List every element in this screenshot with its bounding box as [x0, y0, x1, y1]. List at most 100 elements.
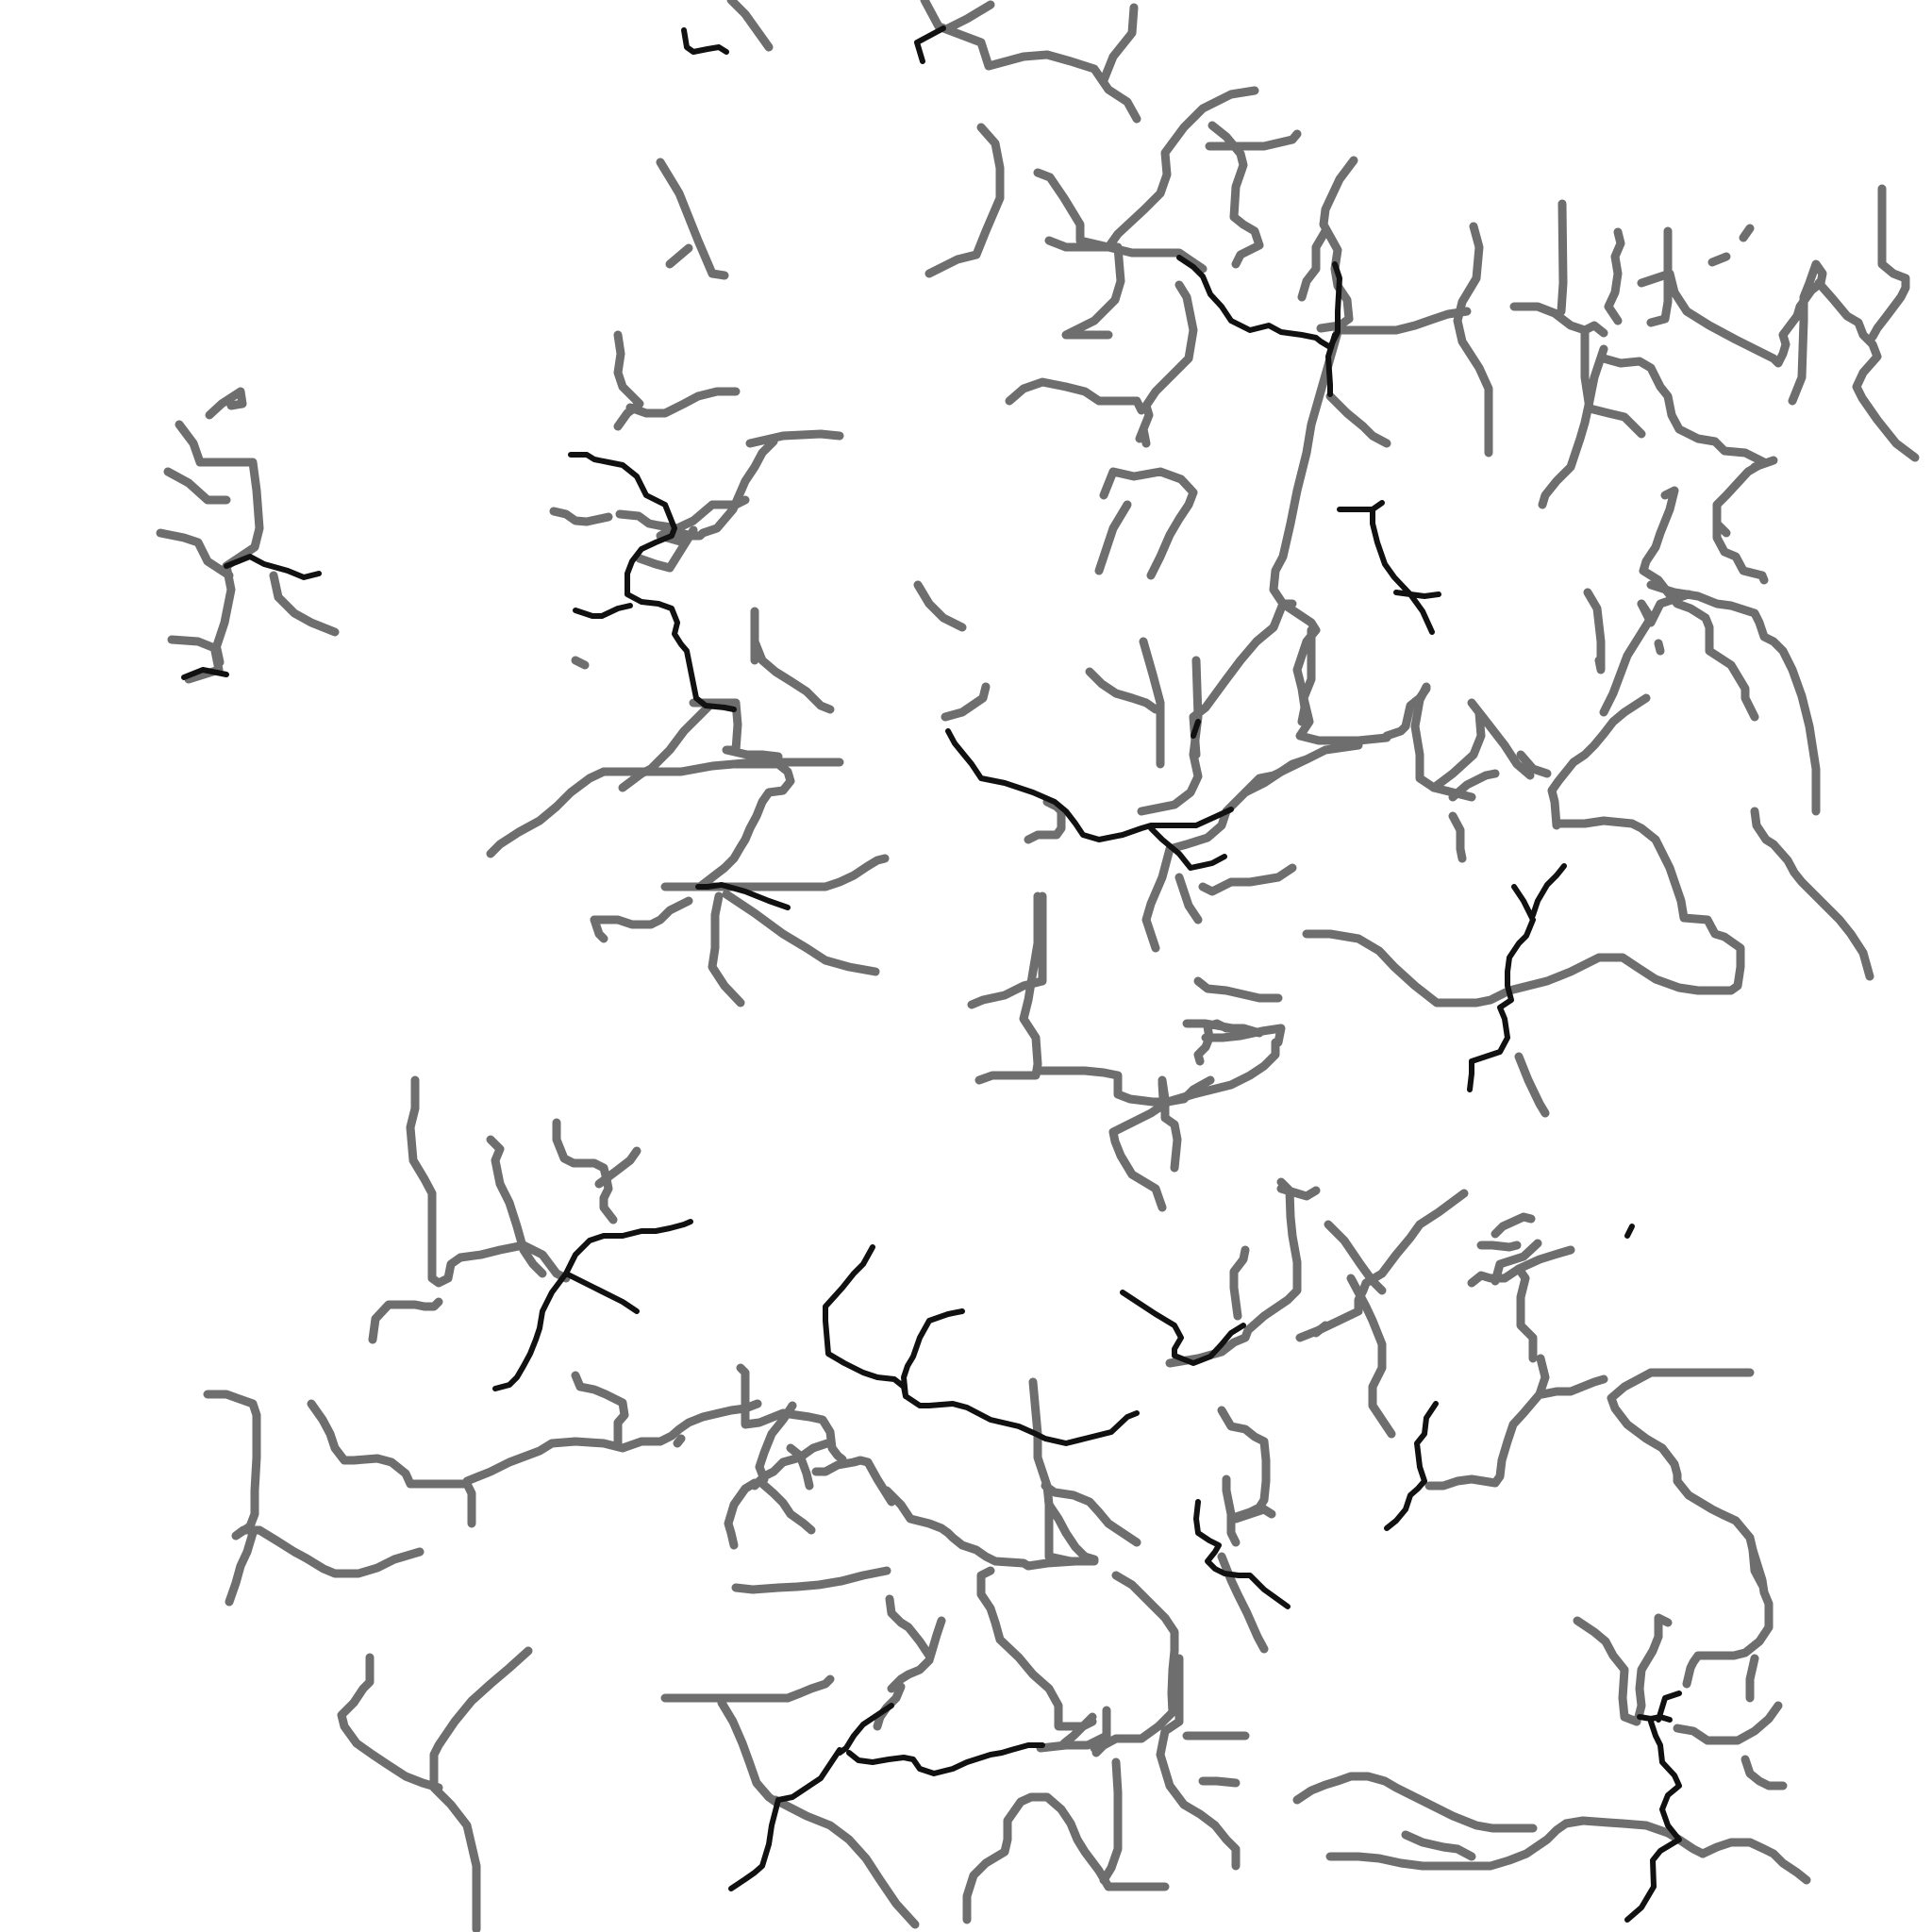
grey-stroke: [1139, 637, 1165, 769]
grey-stroke: [1156, 1654, 1241, 1871]
grey-stroke: [625, 387, 741, 418]
grey-stroke: [1516, 750, 1552, 778]
grey-stroke: [1297, 226, 1330, 302]
grey-stroke: [731, 1566, 891, 1594]
grey-stroke: [549, 507, 613, 526]
black-stroke: [224, 554, 322, 580]
grey-stroke: [1654, 639, 1665, 656]
grey-stroke-layer: [156, 0, 1920, 1932]
grey-stroke: [1557, 199, 1568, 316]
grey-stroke: [462, 1399, 762, 1486]
grey-stroke: [745, 429, 844, 448]
grey-stroke: [1410, 682, 1476, 802]
grey-stroke: [660, 1674, 835, 1703]
grey-stroke: [1295, 625, 1391, 745]
grey-stroke: [1028, 1377, 1099, 1564]
grey-stroke: [1041, 1481, 1141, 1547]
black-stroke: [181, 667, 229, 680]
grey-stroke: [1637, 259, 1827, 406]
black-stroke: [568, 452, 737, 712]
grey-stroke: [1276, 1184, 1321, 1201]
grey-stroke: [1044, 236, 1125, 340]
grey-stroke: [1182, 1019, 1264, 1066]
grey-stroke: [924, 123, 1005, 278]
grey-stroke: [594, 1146, 641, 1189]
grey-stroke: [635, 525, 698, 573]
grey-stroke: [1448, 769, 1500, 802]
grey-stroke: [750, 1439, 832, 1491]
grey-stroke: [167, 635, 225, 667]
black-stroke: [728, 1747, 842, 1891]
grey-stroke: [1024, 797, 1066, 844]
grey-stroke: [1740, 1755, 1788, 1790]
grey-stroke: [755, 1476, 816, 1535]
black-stroke: [846, 1742, 1045, 1776]
grey-stroke: [1698, 1838, 1811, 1885]
grey-stroke: [1634, 1613, 1673, 1722]
black-stroke: [1384, 1401, 1439, 1531]
grey-stroke: [1094, 500, 1132, 575]
grey-stroke: [913, 580, 967, 632]
grey-stroke: [920, 0, 1141, 124]
grey-stroke: [1429, 708, 1486, 792]
grey-stroke: [1099, 3, 1139, 85]
black-stroke: [1370, 507, 1435, 635]
grey-stroke: [1538, 344, 1608, 509]
black-stroke: [1467, 884, 1536, 1092]
grey-stroke: [1580, 327, 1646, 439]
black-stroke: [695, 882, 791, 910]
grey-stroke: [1646, 580, 1821, 816]
black-stroke: [1393, 590, 1441, 599]
grey-stroke: [974, 891, 1042, 1085]
black-stroke: [901, 1308, 965, 1399]
grey-stroke: [1033, 1038, 1280, 1107]
grey-stroke: [976, 1566, 1097, 1731]
grey-stroke: [887, 1616, 946, 1693]
black-stroke: [837, 1703, 894, 1756]
grey-stroke: [941, 682, 991, 722]
grey-stroke: [571, 656, 590, 670]
grey-stroke: [1476, 1241, 1522, 1252]
grey-stroke: [590, 915, 608, 943]
grey-stroke: [1467, 698, 1535, 780]
grey-stroke: [1750, 456, 1778, 472]
grey-stroke: [689, 698, 783, 761]
grey-stroke: [1193, 976, 1283, 1003]
grey-stroke: [811, 1456, 896, 1507]
grey-stroke: [1137, 656, 1203, 816]
grey-stroke: [967, 891, 1047, 1009]
grey-stroke: [1739, 224, 1755, 242]
black-stroke: [1120, 1290, 1246, 1366]
grey-stroke: [205, 387, 247, 420]
grey-stroke: [1085, 667, 1160, 714]
black-stroke: [1337, 500, 1385, 512]
grey-stroke: [1104, 86, 1259, 252]
black-stroke: [914, 25, 946, 64]
black-stroke: [1325, 332, 1338, 397]
black-stroke: [681, 27, 729, 55]
grey-stroke: [755, 1401, 797, 1484]
grey-stroke: [1637, 590, 1693, 627]
grey-stroke: [1090, 1736, 1116, 1753]
grey-stroke: [1174, 873, 1203, 924]
grey-stroke: [1099, 467, 1198, 580]
grey-stroke: [1241, 755, 1311, 797]
grey-stroke: [1573, 1616, 1641, 1726]
black-stroke: [1176, 255, 1342, 350]
grey-stroke: [1599, 354, 1769, 585]
grey-stroke: [269, 571, 340, 637]
grey-stroke: [1491, 1239, 1542, 1286]
grey-stroke: [1269, 327, 1342, 726]
grey-stroke: [1108, 1075, 1215, 1212]
grey-stroke: [736, 1363, 847, 1464]
grey-stroke: [1424, 1354, 1550, 1491]
grey-stroke: [1165, 1177, 1302, 1368]
grey-stroke: [429, 1646, 533, 1932]
black-stroke: [945, 728, 1234, 842]
black-stroke: [1656, 1690, 1682, 1723]
grey-stroke: [368, 1297, 443, 1344]
grey-stroke: [1135, 280, 1198, 448]
grey-stroke: [786, 1443, 814, 1491]
